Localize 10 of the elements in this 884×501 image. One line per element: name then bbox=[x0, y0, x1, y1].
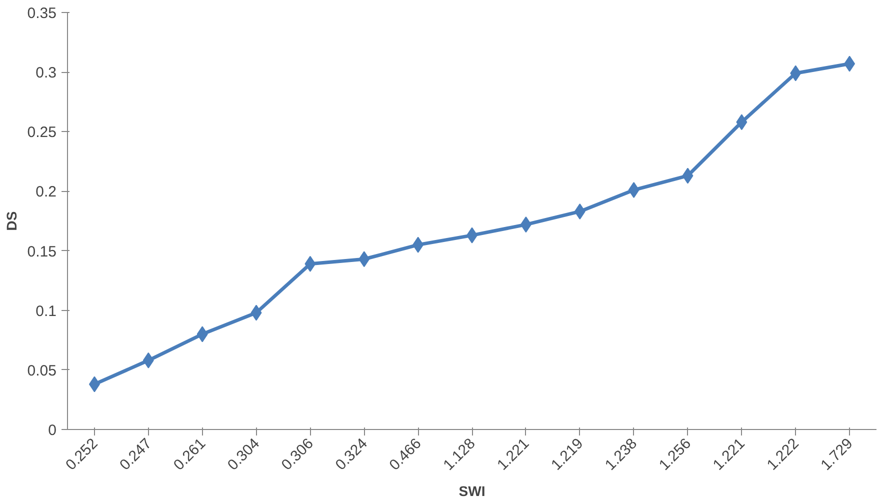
y-tick-label: 0.15 bbox=[27, 243, 57, 260]
y-tick-label: 0.2 bbox=[36, 184, 57, 201]
y-tick-label: 0 bbox=[48, 422, 56, 439]
y-tick-label: 0.1 bbox=[36, 302, 57, 320]
y-tick-label: 0.05 bbox=[27, 362, 57, 380]
y-axis-title: DS bbox=[3, 211, 20, 231]
x-axis-title: SWI bbox=[458, 482, 486, 499]
y-tick-label: 0.25 bbox=[27, 124, 57, 142]
y-tick-label: 0.35 bbox=[27, 5, 57, 22]
y-tick-label: 0.3 bbox=[36, 64, 57, 82]
